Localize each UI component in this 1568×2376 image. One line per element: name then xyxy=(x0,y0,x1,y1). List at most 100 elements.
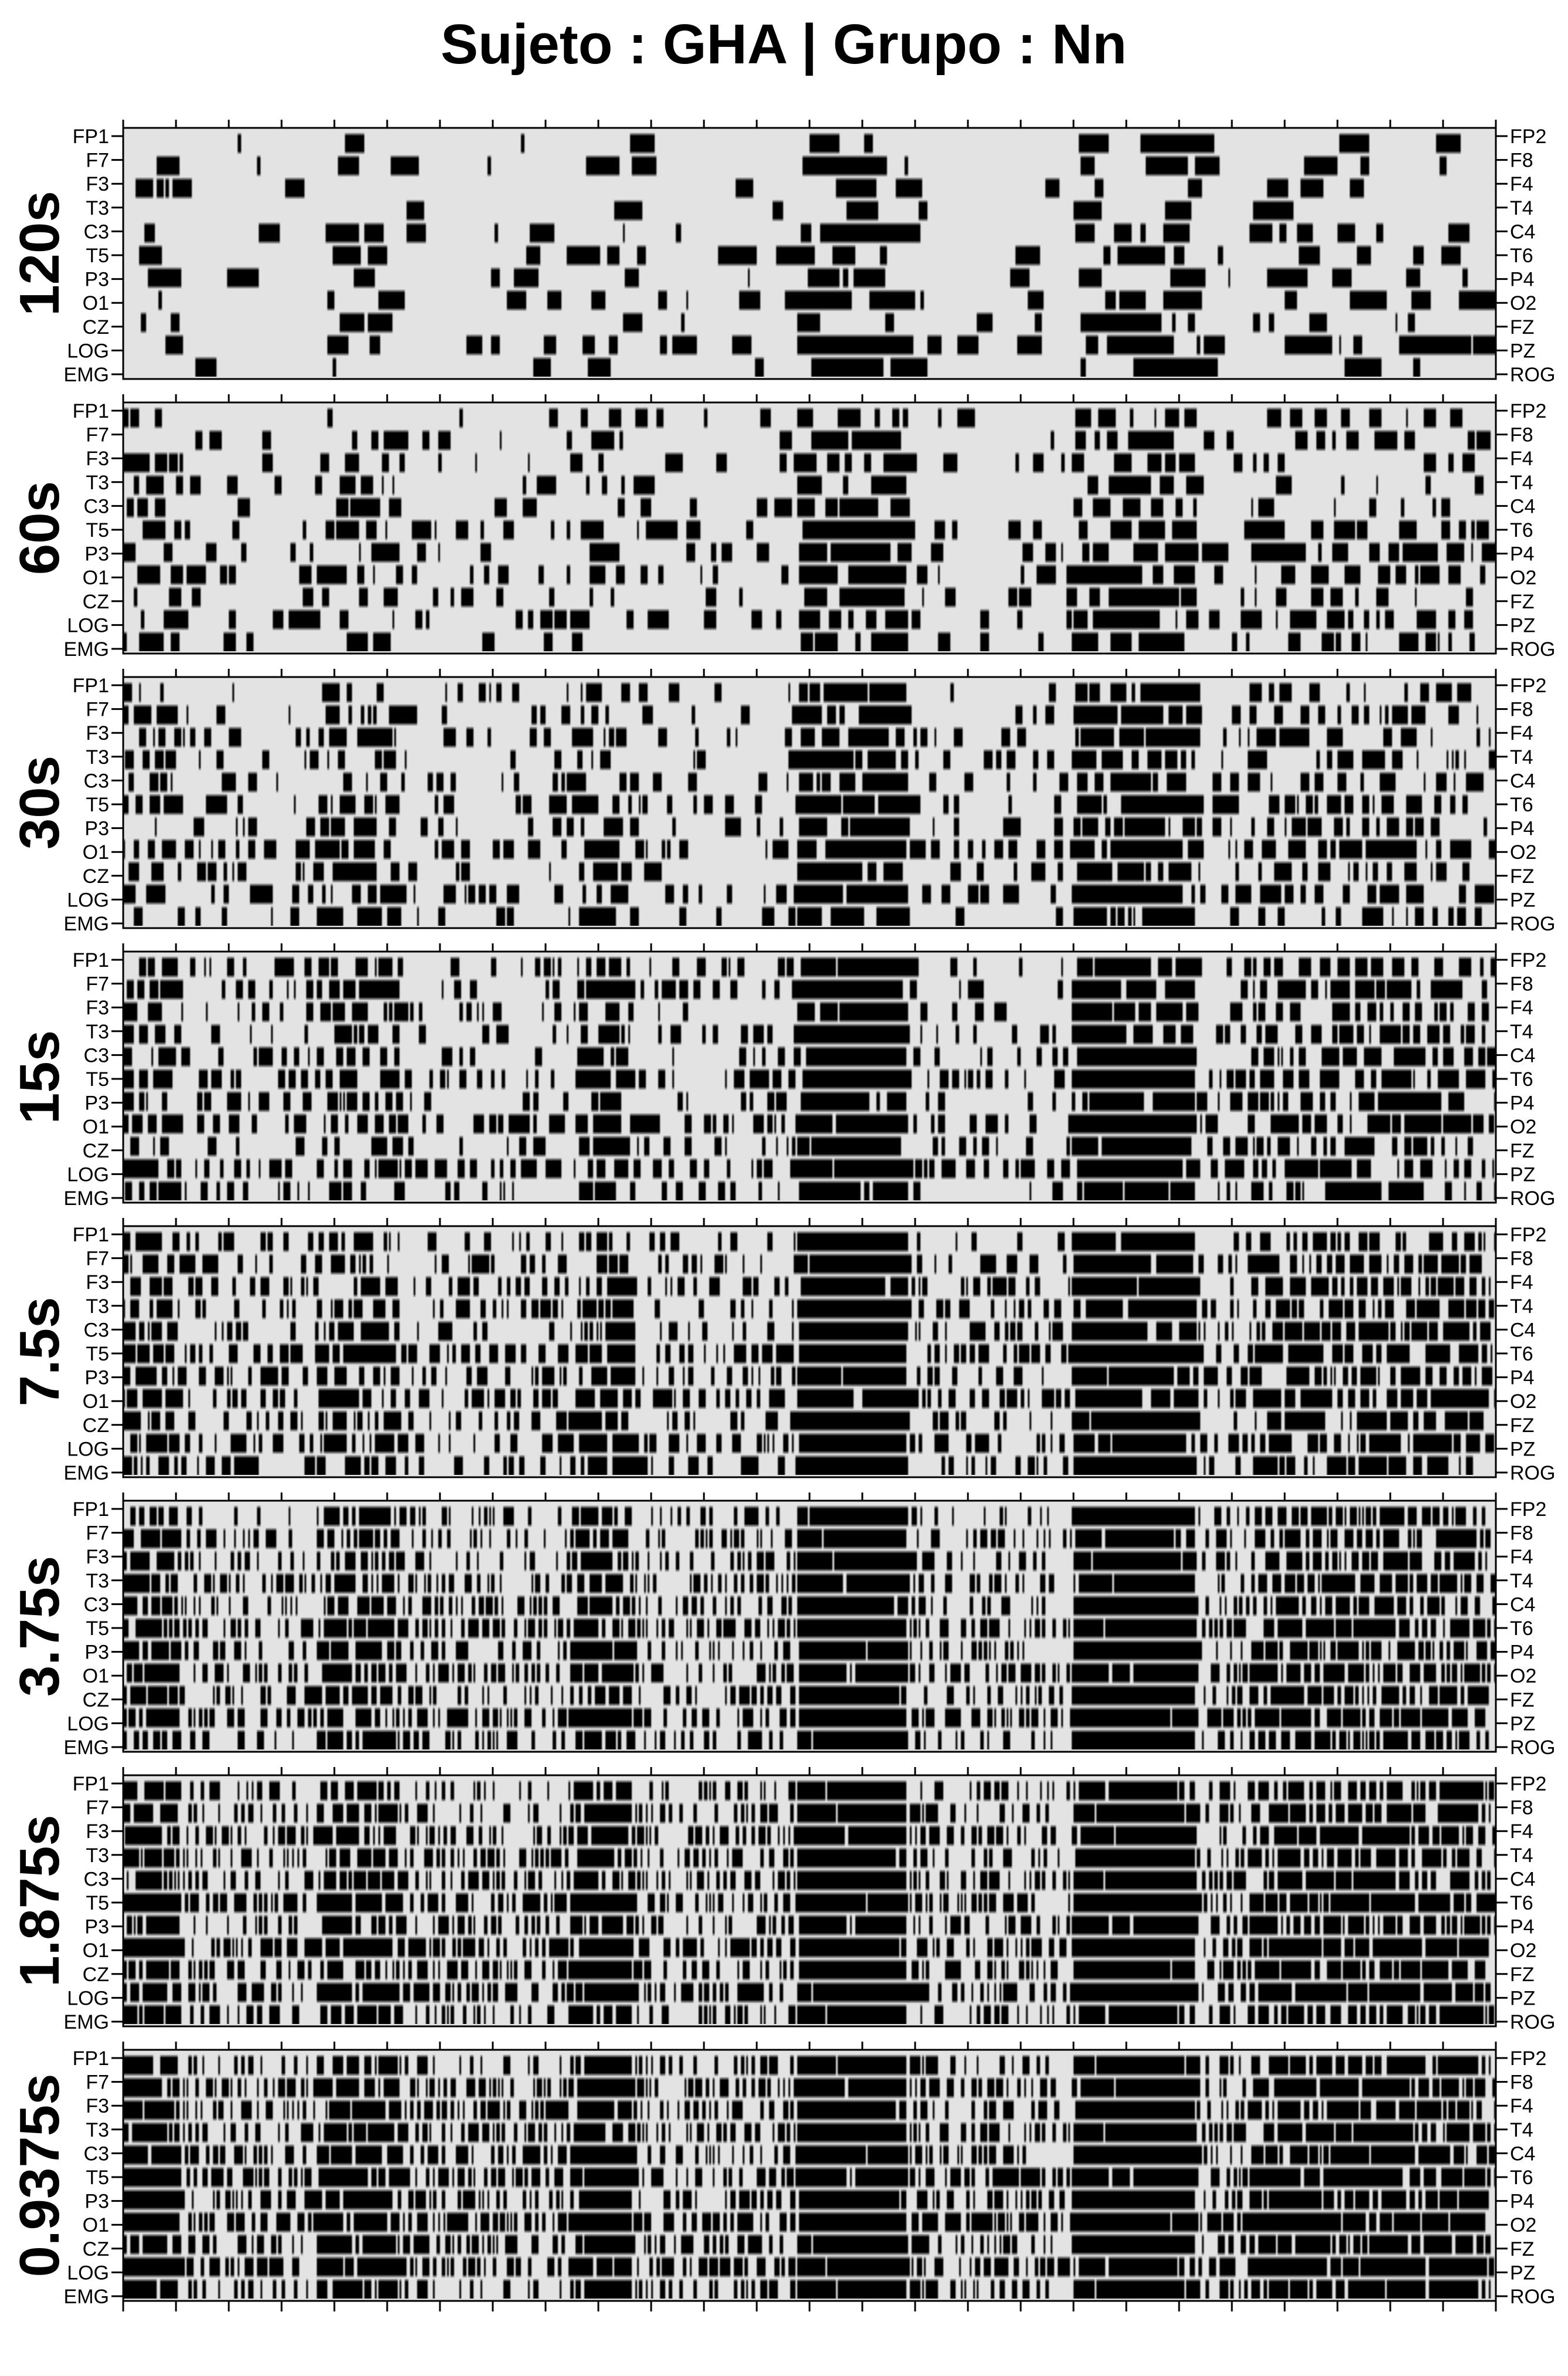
channel-label-left: P3 xyxy=(84,269,109,291)
channel-label-left: LOG xyxy=(67,1163,109,1186)
channel-label-right: P4 xyxy=(1510,818,1535,840)
channel-label-left: F3 xyxy=(86,1820,109,1843)
raster-7.5s xyxy=(123,1228,1496,1475)
window-label: 7.5s xyxy=(8,1297,71,1407)
channel-label-right: PZ xyxy=(1510,340,1535,362)
channel-label-left: T3 xyxy=(86,1844,109,1867)
channel-label-right: P4 xyxy=(1510,1367,1535,1389)
channel-label-left: EMG xyxy=(64,638,109,661)
chart-title: Sujeto : GHA | Grupo : Nn xyxy=(441,13,1127,76)
channel-label-left: F7 xyxy=(86,699,109,721)
window-label: 30s xyxy=(8,756,71,849)
channel-label-right: F8 xyxy=(1510,1797,1533,1819)
channel-label-left: T3 xyxy=(86,746,109,769)
panel-7.5s: FP1 FP2 F7 F8 F3 F4 T3 T4 C3 C4 T5 T6 P3 P4 O1 O2 CZ FZ LO… xyxy=(8,1218,1555,1484)
channel-label-left: T5 xyxy=(86,2167,109,2189)
channel-label-left: F3 xyxy=(86,722,109,744)
channel-label-left: T3 xyxy=(86,1295,109,1318)
channel-label-right: O2 xyxy=(1510,841,1536,864)
channel-label-left: F3 xyxy=(86,1546,109,1568)
window-label: 1.875s xyxy=(8,1815,71,1987)
channel-label-left: T5 xyxy=(86,245,109,267)
panel-15s: FP1 FP2 F7 F8 F3 F4 T3 T4 C3 C4 T5 T6 P3 P4 O1 O2 CZ FZ LO… xyxy=(8,943,1555,1210)
channel-label-left: CZ xyxy=(83,1140,109,1162)
channel-label-left: C3 xyxy=(84,1593,109,1616)
channel-label-right: ROG xyxy=(1510,364,1555,386)
channel-label-right: F8 xyxy=(1510,150,1533,172)
channel-label-right: O2 xyxy=(1510,2214,1536,2236)
channel-label-left: F7 xyxy=(86,150,109,172)
channel-label-left: F7 xyxy=(86,1522,109,1545)
channel-label-right: FP2 xyxy=(1510,400,1546,422)
raster-120s xyxy=(123,130,1496,377)
channel-label-left: EMG xyxy=(64,1737,109,1759)
channel-label-right: F8 xyxy=(1510,973,1533,996)
window-label: 60s xyxy=(8,481,71,575)
channel-label-right: PZ xyxy=(1510,2262,1535,2284)
channel-label-right: FZ xyxy=(1510,865,1535,888)
channel-label-right: O2 xyxy=(1510,292,1536,314)
channel-label-right: P4 xyxy=(1510,1092,1535,1115)
channel-label-right: T6 xyxy=(1510,1892,1533,1914)
channel-label-left: T5 xyxy=(86,794,109,816)
channel-label-left: F7 xyxy=(86,1797,109,1819)
channel-label-left: EMG xyxy=(64,1187,109,1210)
panels: FP1 FP2 F7 F8 F3 F4 T3 T4 C3 C4 T5 T6 P3 P4 O1 O2 CZ FZ LO… xyxy=(8,120,1555,2311)
raster-30s xyxy=(123,679,1496,926)
channel-label-left: LOG xyxy=(67,340,109,362)
channel-label-left: C3 xyxy=(84,495,109,517)
channel-label-right: FZ xyxy=(1510,1689,1535,1711)
channel-label-left: F7 xyxy=(86,2072,109,2094)
channel-label-right: FP2 xyxy=(1510,2047,1546,2070)
channel-label-right: F4 xyxy=(1510,448,1533,470)
channel-label-left: O1 xyxy=(83,292,109,314)
channel-label-left: O1 xyxy=(83,567,109,589)
channel-label-left: F3 xyxy=(86,997,109,1019)
raster-1.875s xyxy=(123,1778,1496,2024)
channel-label-right: F4 xyxy=(1510,173,1533,195)
channel-label-right: ROG xyxy=(1510,1737,1555,1759)
channel-label-right: ROG xyxy=(1510,2286,1555,2308)
channel-label-right: ROG xyxy=(1510,913,1555,935)
panel-30s: FP1 FP2 F7 F8 F3 F4 T3 T4 C3 C4 T5 T6 P3 P4 O1 O2 CZ FZ LO… xyxy=(8,669,1555,935)
channel-label-left: T3 xyxy=(86,2119,109,2141)
channel-label-left: O1 xyxy=(83,841,109,864)
channel-label-right: F8 xyxy=(1510,424,1533,446)
channel-label-right: T4 xyxy=(1510,1844,1533,1867)
channel-label-right: T6 xyxy=(1510,1343,1533,1365)
channel-label-left: FP1 xyxy=(73,1773,109,1795)
channel-label-left: C3 xyxy=(84,770,109,792)
channel-label-left: T3 xyxy=(86,472,109,494)
channel-label-left: F3 xyxy=(86,2095,109,2117)
channel-label-left: T5 xyxy=(86,1343,109,1365)
channel-label-right: F4 xyxy=(1510,1271,1533,1294)
channel-label-left: O1 xyxy=(83,1390,109,1413)
channel-label-right: O2 xyxy=(1510,1390,1536,1413)
channel-label-left: EMG xyxy=(64,2286,109,2308)
channel-label-right: F4 xyxy=(1510,1820,1533,1843)
channel-label-right: PZ xyxy=(1510,614,1535,637)
channel-label-left: CZ xyxy=(83,316,109,339)
channel-label-left: LOG xyxy=(67,889,109,911)
channel-label-right: ROG xyxy=(1510,1187,1555,1210)
channel-label-left: T3 xyxy=(86,197,109,219)
channel-label-left: C3 xyxy=(84,221,109,243)
channel-label-right: O2 xyxy=(1510,567,1536,589)
channel-label-right: FZ xyxy=(1510,1414,1535,1437)
channel-label-right: T4 xyxy=(1510,746,1533,769)
channel-label-right: PZ xyxy=(1510,1987,1535,2009)
channel-label-right: ROG xyxy=(1510,1462,1555,1484)
panel-3.75s: FP1 FP2 F7 F8 F3 F4 T3 T4 C3 C4 T5 T6 P3 P4 O1 O2 CZ FZ LO… xyxy=(8,1492,1555,1759)
channel-label-left: T5 xyxy=(86,1892,109,1914)
channel-label-left: P3 xyxy=(84,543,109,566)
channel-label-right: ROG xyxy=(1510,2011,1555,2033)
channel-label-right: C4 xyxy=(1510,221,1535,243)
channel-label-left: FP1 xyxy=(73,2047,109,2070)
channel-label-left: F7 xyxy=(86,424,109,446)
channel-label-left: LOG xyxy=(67,1438,109,1460)
channel-label-left: P3 xyxy=(84,1641,109,1664)
window-label: 15s xyxy=(8,1030,71,1124)
channel-label-left: O1 xyxy=(83,1940,109,1962)
channel-label-left: CZ xyxy=(83,591,109,613)
channel-label-left: F7 xyxy=(86,1248,109,1270)
